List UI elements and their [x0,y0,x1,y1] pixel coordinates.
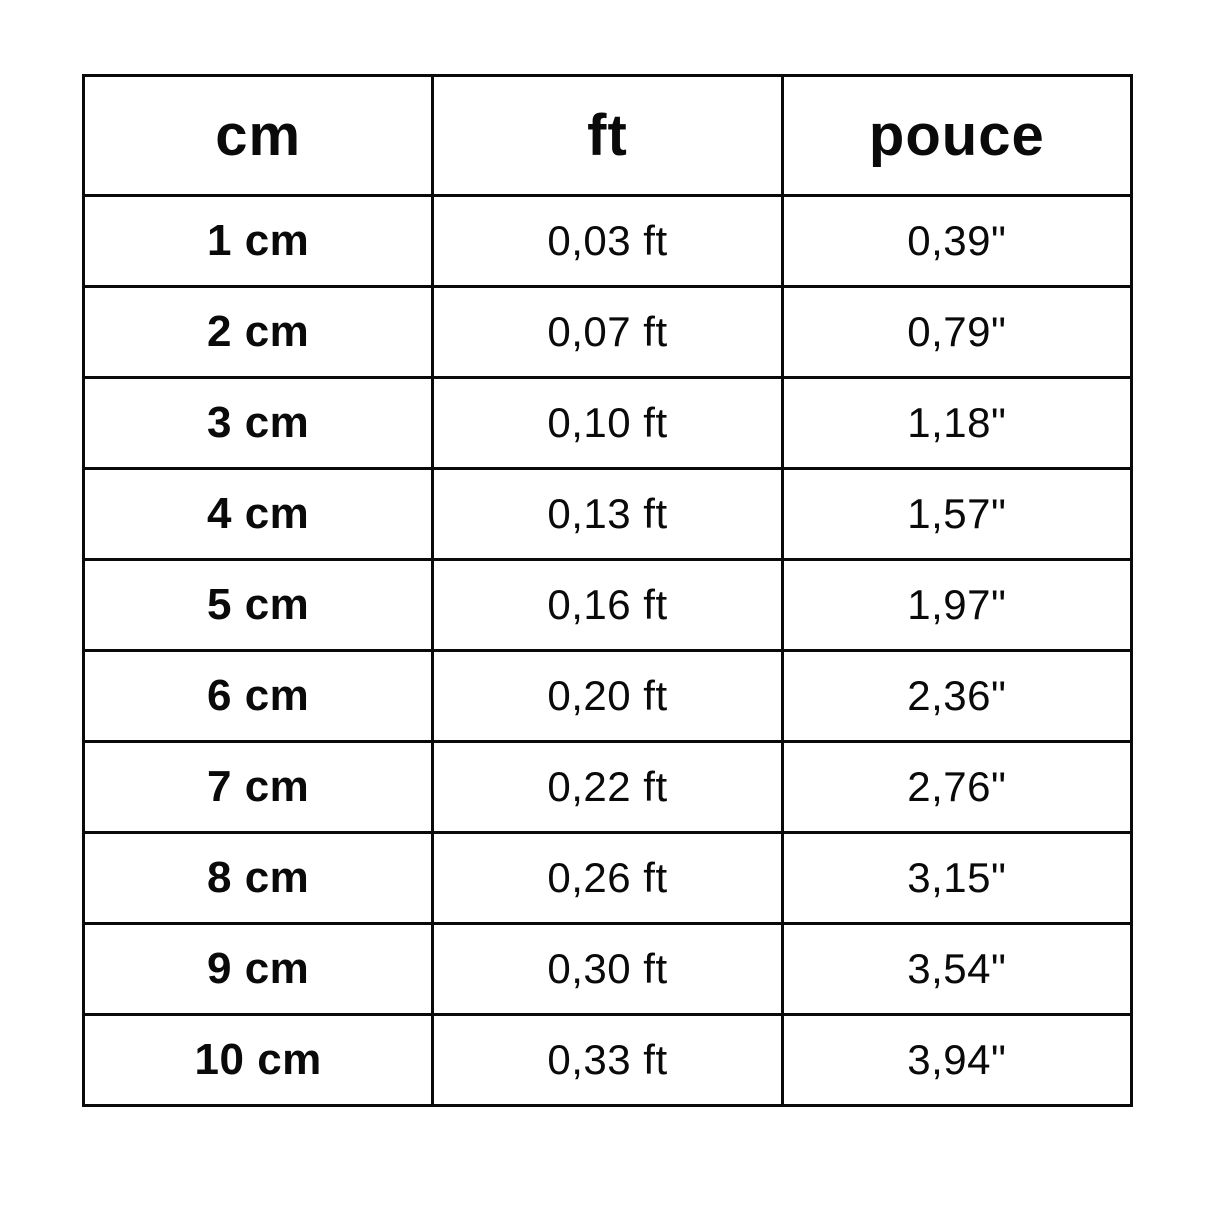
cm-ft-pouce-conversion-table: cm ft pouce 1 cm 0,03 ft 0,39" 2 cm 0,07… [81,74,1134,1107]
cell-pouce: 1,18" [780,376,1134,470]
table-row: 7 cm 0,22 ft 2,76" [81,740,1134,834]
cell-pouce: 1,97" [780,558,1134,652]
cell-ft: 0,13 ft [431,467,784,561]
cell-ft: 0,26 ft [431,831,784,925]
header-cell-pouce: pouce [780,74,1134,197]
cell-pouce: 3,54" [780,922,1134,1016]
table-row: 4 cm 0,13 ft 1,57" [81,467,1134,561]
cell-cm: 6 cm [81,649,435,743]
table-row: 8 cm 0,26 ft 3,15" [81,831,1134,925]
cell-ft: 0,30 ft [431,922,784,1016]
table-row: 3 cm 0,10 ft 1,18" [81,376,1134,470]
cell-ft: 0,16 ft [431,558,784,652]
table-body: 1 cm 0,03 ft 0,39" 2 cm 0,07 ft 0,79" 3 … [81,194,1134,1107]
cell-pouce: 3,94" [780,1013,1134,1107]
header-cell-ft: ft [431,74,784,197]
table-row: 5 cm 0,16 ft 1,97" [81,558,1134,652]
cell-cm: 8 cm [81,831,435,925]
cell-ft: 0,07 ft [431,285,784,379]
cell-cm: 5 cm [81,558,435,652]
cell-pouce: 2,36" [780,649,1134,743]
table-row: 9 cm 0,30 ft 3,54" [81,922,1134,1016]
header-cell-cm: cm [81,74,435,197]
cell-cm: 4 cm [81,467,435,561]
table-header: cm ft pouce [81,74,1134,197]
table-row: 10 cm 0,33 ft 3,94" [81,1013,1134,1107]
cell-pouce: 0,39" [780,194,1134,288]
cell-ft: 0,20 ft [431,649,784,743]
cell-ft: 0,33 ft [431,1013,784,1107]
table-row: 1 cm 0,03 ft 0,39" [81,194,1134,288]
cell-cm: 10 cm [81,1013,435,1107]
cell-cm: 9 cm [81,922,435,1016]
cell-cm: 1 cm [81,194,435,288]
cell-pouce: 1,57" [780,467,1134,561]
cell-ft: 0,22 ft [431,740,784,834]
cell-pouce: 2,76" [780,740,1134,834]
cell-pouce: 3,15" [780,831,1134,925]
cell-cm: 3 cm [81,376,435,470]
cell-pouce: 0,79" [780,285,1134,379]
cell-cm: 7 cm [81,740,435,834]
cell-cm: 2 cm [81,285,435,379]
table-row: 6 cm 0,20 ft 2,36" [81,649,1134,743]
header-row: cm ft pouce [81,74,1134,197]
table-row: 2 cm 0,07 ft 0,79" [81,285,1134,379]
cell-ft: 0,03 ft [431,194,784,288]
cell-ft: 0,10 ft [431,376,784,470]
